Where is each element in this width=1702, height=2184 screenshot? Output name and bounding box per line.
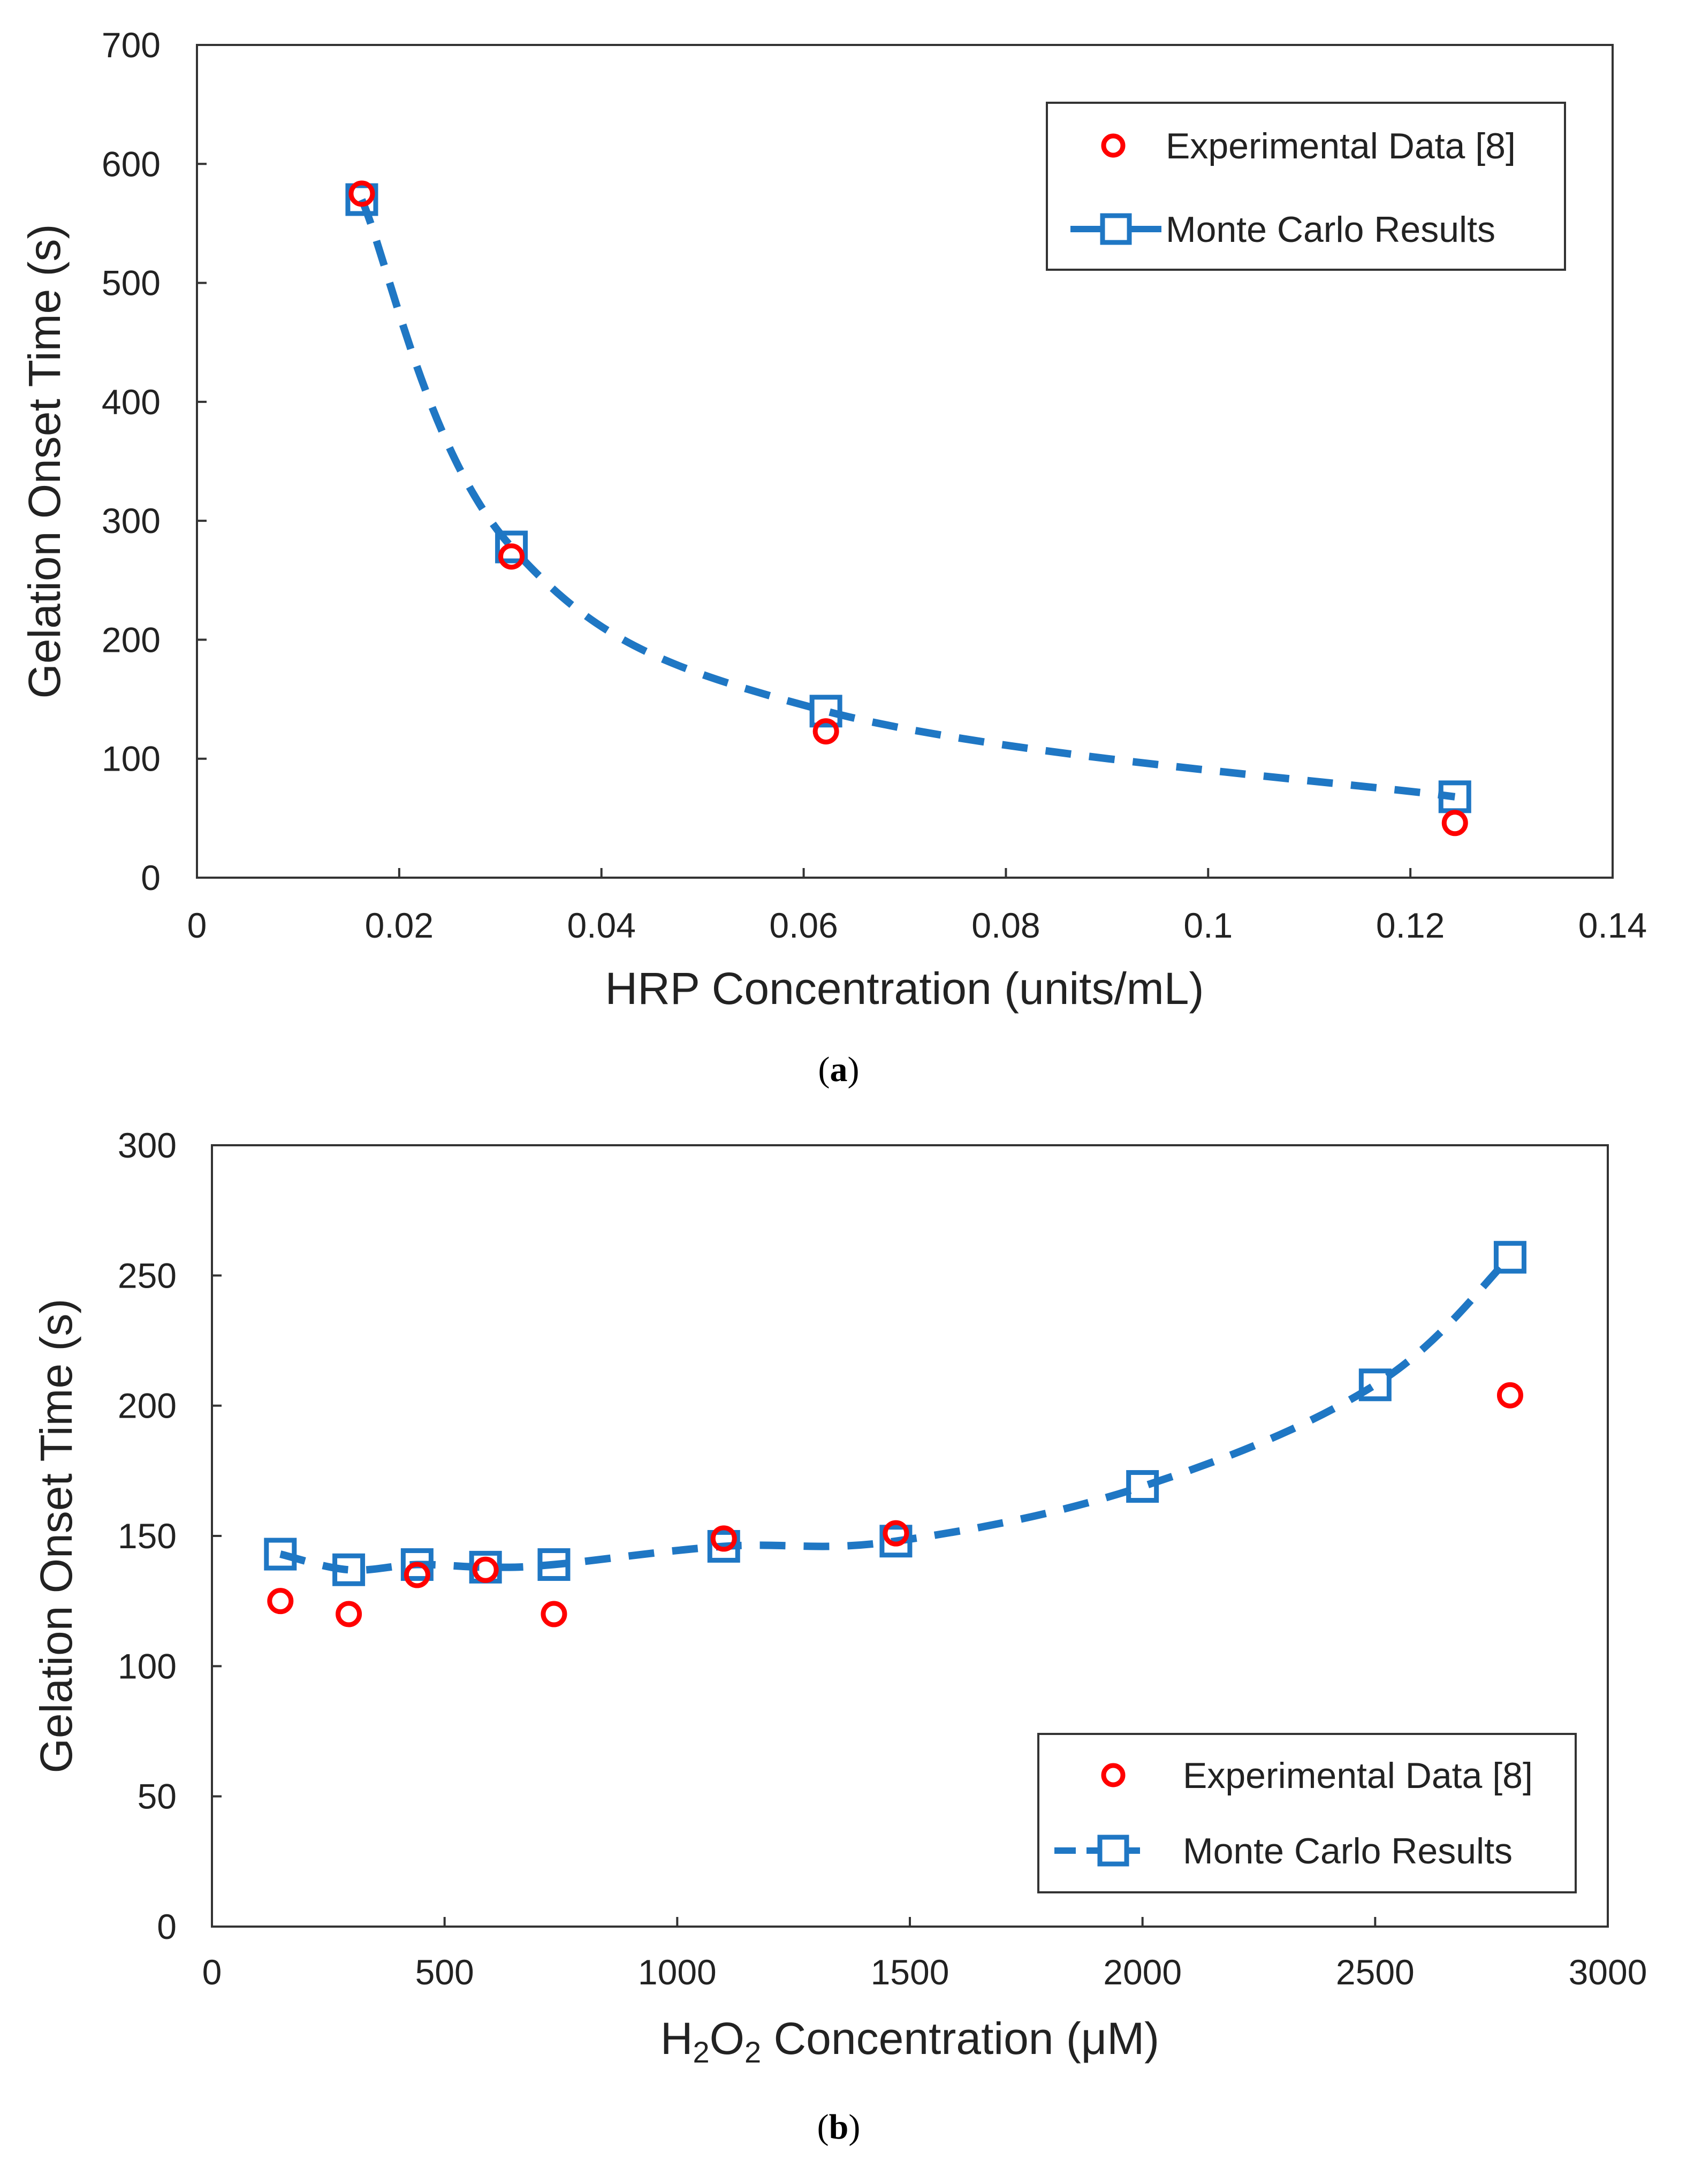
monte-carlo-point: [264, 1538, 297, 1571]
tick-marks: [196, 44, 1614, 879]
chart-panel-a: 0 100 200 300 400 500 600 700 0 0.02 0.04 0.06 0.08…: [19, 25, 1647, 1089]
x-tick-labels: 0 0.02 0.04 0.06 0.08 0.1 0.12 0.14: [187, 905, 1647, 945]
legend-monte-carlo-label: Monte Carlo Results: [1183, 1831, 1513, 1871]
x-tick-label: 3000: [1569, 1952, 1647, 1992]
monte-carlo-point: [707, 1529, 740, 1563]
x-tick-label: 500: [415, 1952, 474, 1992]
y-tick-label: 250: [118, 1255, 177, 1295]
x-tick-label: 0.08: [971, 905, 1040, 945]
experimental-point: [336, 1601, 362, 1627]
y-tick-label: 200: [118, 1386, 177, 1426]
monte-carlo-point: [1126, 1470, 1159, 1503]
experimental-point: [1441, 810, 1468, 836]
legend-monte-carlo-label: Monte Carlo Results: [1166, 209, 1495, 250]
panel-a-caption: (a): [818, 1050, 860, 1089]
monte-carlo-point: [809, 695, 842, 728]
monte-carlo-point: [400, 1548, 434, 1581]
legend-experimental-marker: [1101, 133, 1126, 158]
experimental-point: [472, 1556, 499, 1583]
monte-carlo-point: [879, 1525, 913, 1558]
legend-experimental-label: Experimental Data [8]: [1166, 126, 1516, 166]
y-tick-label: 50: [138, 1777, 177, 1816]
legend-experimental-marker: [1101, 1763, 1126, 1787]
y-tick-label: 600: [102, 144, 161, 184]
monte-carlo-point: [537, 1548, 571, 1581]
x-tick-label: 0.04: [567, 905, 635, 945]
tick-marks: [211, 1144, 1609, 1928]
y-tick-label: 500: [102, 263, 161, 303]
data-marks: [264, 1241, 1526, 1627]
experimental-point: [498, 543, 525, 570]
x-tick-label: 0: [187, 905, 207, 945]
legend-box: [1046, 102, 1566, 271]
legend-monte-carlo-marker: [1100, 213, 1132, 245]
legend: Experimental Data [8] Monte Carlo Result…: [1037, 1733, 1577, 1893]
x-tick-label: 0.06: [769, 905, 838, 945]
monte-carlo-point: [332, 1553, 366, 1586]
chart-panel-b: 0 50 100 150 200 250 300 0 500 1000 1500 2000 2500 3…: [31, 1125, 1647, 2147]
y-tick-labels: 0 50 100 150 200 250 300: [118, 1125, 177, 1946]
x-tick-label: 2500: [1336, 1952, 1415, 1992]
y-tick-label: 200: [102, 620, 161, 659]
legend: Experimental Data [8] Monte Carlo Result…: [1046, 102, 1566, 271]
experimental-point: [1496, 1382, 1523, 1409]
x-tick-label: 2000: [1103, 1952, 1182, 1992]
data-marks: [345, 180, 1471, 836]
y-tick-labels: 0 100 200 300 400 500 600 700: [102, 25, 161, 897]
y-tick-label: 300: [102, 501, 161, 541]
experimental-point: [267, 1588, 294, 1615]
experimental-point: [348, 180, 375, 207]
experimental-point: [883, 1520, 909, 1547]
x-tick-label: 0: [202, 1952, 222, 1992]
experimental-point: [541, 1601, 567, 1627]
experimental-point: [710, 1525, 737, 1552]
x-tick-label: 0.14: [1578, 905, 1647, 945]
x-tick-labels: 0 500 1000 1500 2000 2500 3000: [202, 1952, 1647, 1992]
y-tick-label: 100: [118, 1646, 177, 1686]
x-tick-label: 1500: [871, 1952, 949, 1992]
legend-monte-carlo-marker: [1097, 1835, 1129, 1867]
experimental-point: [812, 718, 839, 745]
x-tick-label: 0.02: [365, 905, 434, 945]
x-axis-title: H2O2 Concentration (μM): [660, 2013, 1159, 2069]
x-tick-label: 1000: [638, 1952, 717, 1992]
x-axis-title: HRP Concentration (units/mL): [605, 963, 1204, 1014]
y-axis-title: Gelation Onset Time (s): [19, 224, 70, 699]
monte-carlo-point: [1358, 1368, 1392, 1402]
monte-carlo-point: [345, 183, 378, 216]
monte-carlo-curve: [358, 198, 1456, 801]
y-tick-label: 100: [102, 739, 161, 779]
experimental-point: [404, 1562, 430, 1588]
monte-carlo-point: [1493, 1241, 1526, 1274]
plot-area-frame: [196, 44, 1614, 879]
x-tick-label: 0.12: [1376, 905, 1445, 945]
y-tick-label: 300: [118, 1125, 177, 1165]
y-tick-label: 0: [157, 1907, 177, 1946]
monte-carlo-point: [495, 530, 528, 564]
y-tick-label: 150: [118, 1516, 177, 1556]
legend-experimental-label: Experimental Data [8]: [1183, 1755, 1533, 1796]
panel-b-caption: (b): [817, 2107, 861, 2147]
y-axis-title: Gelation Onset Time (s): [31, 1299, 81, 1774]
x-tick-label: 0.1: [1183, 905, 1233, 945]
y-tick-label: 700: [102, 25, 161, 65]
y-tick-label: 0: [141, 858, 161, 897]
y-tick-label: 400: [102, 382, 161, 422]
